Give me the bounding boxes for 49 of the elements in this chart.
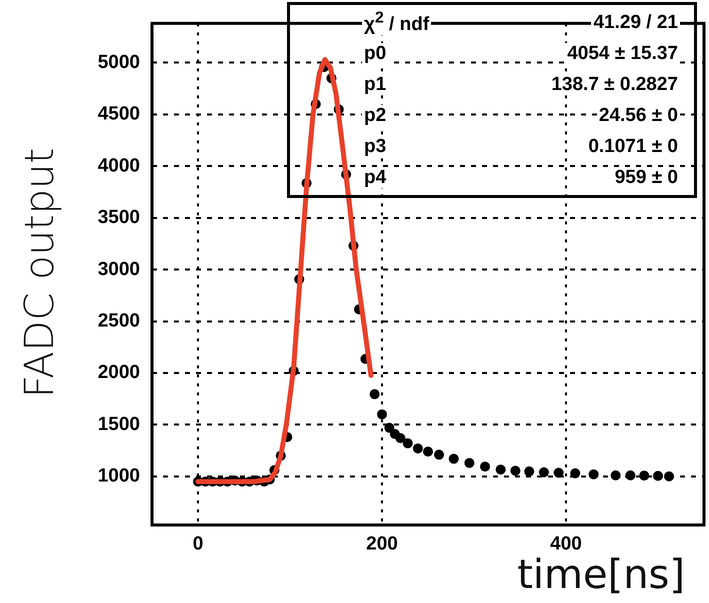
point — [524, 466, 534, 476]
point — [510, 466, 520, 476]
point — [639, 470, 650, 481]
annotation: 959 ± 0 — [612, 166, 680, 188]
annotation: 138.7 ± 0.2827 — [549, 74, 680, 94]
point — [554, 468, 564, 478]
point — [402, 438, 413, 448]
point — [464, 458, 474, 468]
x-axis-title: time[ns] — [517, 552, 685, 598]
y-tick-label: 4500 — [98, 104, 140, 125]
annotation: 0.1071 ± 0 — [586, 136, 680, 156]
y-tick-label: 4000 — [98, 155, 140, 176]
x-tick-label: 200 — [366, 534, 398, 555]
y-tick-label: 2000 — [98, 362, 140, 384]
annotation: 4054 ± 15.37 — [565, 42, 680, 64]
point — [480, 462, 490, 472]
point — [377, 409, 387, 420]
point — [448, 454, 459, 464]
y-tick-label: 5000 — [98, 52, 140, 73]
annotation: χ$^{2}$ / ndf — [363, 9, 430, 35]
point — [610, 470, 621, 480]
point — [496, 464, 506, 475]
annotation: p0 — [362, 42, 388, 64]
x-tick-label: 400 — [550, 534, 582, 555]
annotation: p2 — [362, 104, 388, 126]
point — [384, 422, 394, 433]
point — [664, 471, 674, 482]
y-tick-label: 1500 — [98, 414, 140, 435]
point — [370, 389, 380, 400]
annotation: p4 — [362, 166, 388, 188]
y-tick-label: 2500 — [98, 310, 140, 332]
y-tick-label: 1000 — [98, 466, 140, 487]
point — [588, 469, 599, 480]
y-tick-label: 3500 — [98, 207, 140, 228]
point — [412, 443, 423, 454]
point — [423, 446, 433, 457]
point — [538, 467, 549, 478]
point — [625, 470, 636, 480]
annotation: 41.29 / 21 — [591, 12, 680, 32]
point — [570, 468, 580, 478]
point — [434, 450, 444, 460]
y-axis-title: FADC output — [17, 146, 63, 400]
annotation: p3 — [362, 136, 388, 156]
x-tick-label: 0 — [192, 534, 204, 555]
point — [653, 470, 663, 481]
annotation: p1 — [362, 74, 388, 94]
annotation: 24.56 ± 0 — [596, 104, 680, 126]
point — [395, 433, 406, 444]
y-tick-label: 3000 — [98, 258, 140, 280]
